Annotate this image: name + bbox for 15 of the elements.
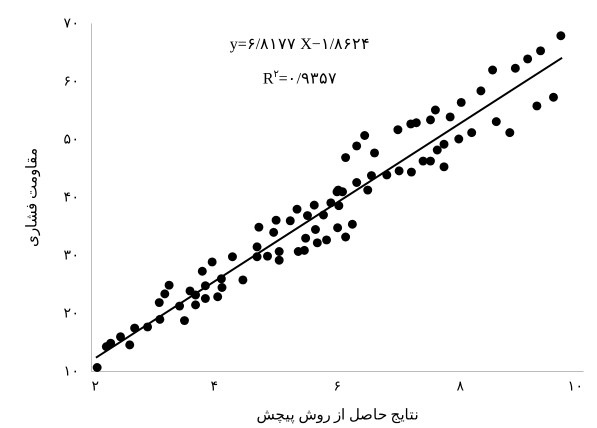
x-tick-label: ۶ [334,380,342,394]
y-tick-label: ۷۰ [64,16,80,32]
y-tick-label: ۴۰ [64,190,80,206]
y-tick-label: ۵۰ [64,132,80,148]
y-tick-label: ۳۰ [64,248,80,264]
x-tick-label: ۴ [210,380,218,394]
x-axis-title: نتایج حاصل از روش پیچش [256,408,418,424]
y-tick-label: ۲۰ [64,306,80,322]
x-tick-label: ۲ [92,380,100,394]
y-axis-title: مقاومت فشاری [24,148,40,247]
y-tick-label: ۱۰ [64,364,80,380]
x-tick-label: ۸ [456,380,464,394]
annotation: y=۶/۸۱۷۷ X−۱/۸۶۲۴ [228,35,372,55]
x-tick-label: ۱۰ [568,380,584,394]
y-tick-label: ۶۰ [64,74,80,90]
